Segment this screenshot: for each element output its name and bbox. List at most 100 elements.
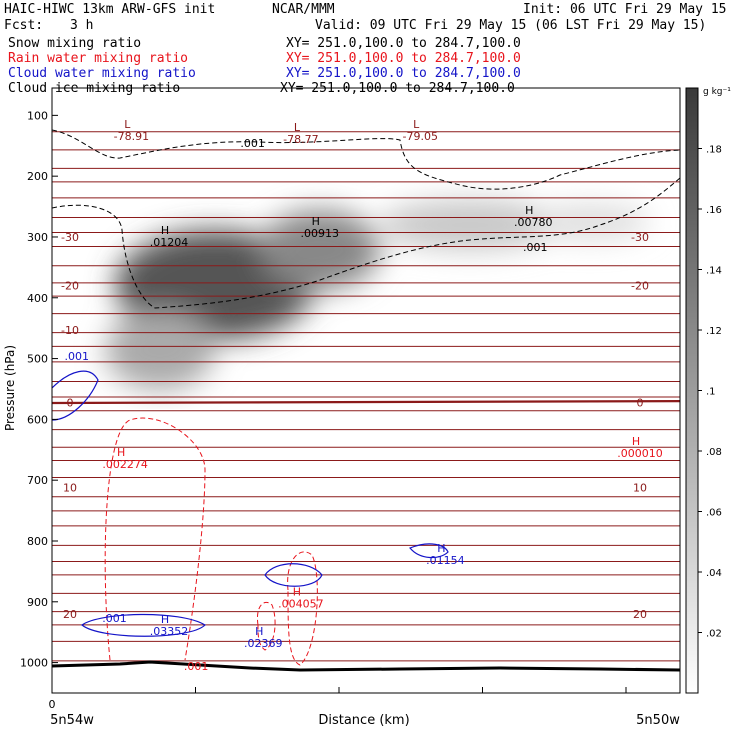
- y-tick-label: 100: [27, 109, 48, 122]
- contour-label: .001: [65, 350, 90, 363]
- colorbar-tick-label: .06: [706, 508, 722, 519]
- header-valid: Valid: 09 UTC Fri 29 May 15 (06 LST Fri …: [315, 18, 707, 33]
- isotherms: -30 -30 -20 -20 -10 0 0 10 10 20 20: [52, 131, 680, 662]
- contour-label: .001: [102, 612, 127, 625]
- y-axis-label: Pressure (hPa): [3, 345, 17, 431]
- extremum-value: .002274: [102, 458, 148, 471]
- extremum-value: .004057: [278, 598, 324, 611]
- terrain-line: [52, 660, 680, 672]
- extremum-marker: H: [632, 435, 640, 448]
- x-right-label: 5n50w: [636, 713, 680, 728]
- extremum-marker: L: [413, 118, 420, 131]
- extremum-marker: H: [161, 613, 169, 626]
- cloud-water-contour-d: [409, 543, 449, 559]
- colorbar-tick-label: .18: [706, 145, 722, 156]
- colorbar: [685, 87, 699, 694]
- header-source: NCAR/MMM: [272, 2, 335, 17]
- isotherm-label-right: 20: [633, 608, 647, 621]
- colorbar-unit-label: g kg⁻¹: [703, 87, 731, 97]
- colorbar-tick-label: .04: [706, 568, 722, 579]
- isotherm-label-left: -20: [61, 280, 79, 293]
- extremum-marker: H: [293, 586, 301, 599]
- cloud-water-contour-a: [52, 370, 99, 421]
- field-xy-rain: XY= 251.0,100.0 to 284.7,100.0: [286, 51, 521, 66]
- field-name-cloud-water: Cloud water mixing ratio: [8, 66, 196, 81]
- freezing-level-line: [52, 400, 680, 405]
- annotations: L-78.91L-78.77L-79.05H.01204H.00913H.007…: [65, 118, 663, 673]
- isotherm-label-left: 0: [67, 396, 74, 409]
- rain-contour-small-b: [256, 601, 276, 651]
- snow-core-secondary: [260, 210, 380, 290]
- y-tick-label: 600: [27, 413, 48, 426]
- contours: [52, 129, 680, 666]
- header-init: Init: 06 UTC Fri 29 May 15: [523, 2, 727, 17]
- extremum-value: -78.91: [114, 130, 149, 143]
- isotherm-label-left: -30: [61, 231, 79, 244]
- header-fcst-label: Fcst:: [4, 18, 44, 33]
- colorbar-tick-label: .16: [706, 205, 722, 216]
- isotherm-label-right: -20: [631, 280, 649, 293]
- cloud-water-contour-b: [81, 613, 206, 637]
- isotherm-label-right: 0: [637, 396, 644, 409]
- isotherm-label-left: 10: [63, 481, 77, 494]
- extremum-value: .00913: [301, 227, 340, 240]
- snow-shading: [105, 200, 650, 390]
- contour-label: .001: [240, 137, 265, 150]
- y-tick-label: 500: [27, 353, 48, 366]
- colorbar-tick-label: .14: [706, 266, 722, 277]
- plot-frame: [51, 87, 681, 694]
- colorbar-tick-label: .02: [706, 629, 722, 640]
- isotherm-label-left: -10: [61, 324, 79, 337]
- contour-label: .001: [184, 660, 209, 673]
- extremum-value: -78.77: [283, 133, 318, 146]
- rain-contour-main: [104, 417, 206, 661]
- field-xy-snow: XY= 251.0,100.0 to 284.7,100.0: [286, 36, 521, 51]
- extremum-marker: H: [255, 625, 263, 638]
- extremum-value: .03352: [150, 625, 189, 638]
- colorbar-tick-label: .12: [706, 326, 722, 337]
- contour-label: .001: [523, 241, 548, 254]
- colorbar-ticks: .02 .04 .06 .08 .1 .12 .14 .16 .18: [698, 145, 722, 640]
- isotherm-label-right: 10: [633, 481, 647, 494]
- extremum-marker: L: [294, 121, 301, 134]
- rain-contour-small-a: [287, 551, 318, 666]
- extremum-marker: H: [437, 542, 445, 555]
- field-xy-cloud-water: XY= 251.0,100.0 to 284.7,100.0: [286, 66, 521, 81]
- snow-outflow-far: [530, 204, 650, 240]
- extremum-value: .00780: [514, 216, 553, 229]
- extremum-marker: H: [525, 204, 533, 217]
- colorbar-tick-label: .08: [706, 447, 722, 458]
- snow-tail: [105, 310, 215, 390]
- isotherm-label-left: 20: [63, 608, 77, 621]
- extremum-marker: L: [124, 118, 131, 131]
- extremum-value: -79.05: [403, 130, 438, 143]
- extremum-value: .02369: [244, 637, 283, 650]
- y-tick-label: 1000: [20, 657, 48, 670]
- colorbar-tick-label: .1: [706, 387, 716, 398]
- y-tick-label: 300: [27, 231, 48, 244]
- cloud-water-contour-c: [264, 563, 323, 587]
- cloud-ice-contour-top: [52, 129, 680, 190]
- header-title: HAIC-HIWC 13km ARW-GFS init: [4, 2, 216, 17]
- cloud-ice-contour-bottom: [52, 177, 680, 309]
- x-axis-label: Distance (km): [318, 713, 409, 728]
- field-name-rain: Rain water mixing ratio: [8, 51, 189, 66]
- y-tick-label: 700: [27, 474, 48, 487]
- y-tick-label: 200: [27, 170, 48, 183]
- y-tick-label: 400: [27, 292, 48, 305]
- x-left-label: 5n54w: [50, 713, 94, 728]
- y-tick-label: 900: [27, 596, 48, 609]
- isotherm-label-right: -30: [631, 231, 649, 244]
- extremum-value: .01154: [426, 554, 465, 567]
- extremum-value: .000010: [617, 447, 663, 460]
- y-tick-label: 800: [27, 535, 48, 548]
- x-tick-start: 0: [49, 698, 56, 711]
- extremum-marker: H: [312, 215, 320, 228]
- extremum-marker: H: [117, 446, 125, 459]
- extremum-value: .01204: [150, 236, 189, 249]
- extremum-marker: H: [161, 224, 169, 237]
- header-fcst-value: 3 h: [70, 18, 94, 33]
- field-name-snow: Snow mixing ratio: [8, 36, 142, 51]
